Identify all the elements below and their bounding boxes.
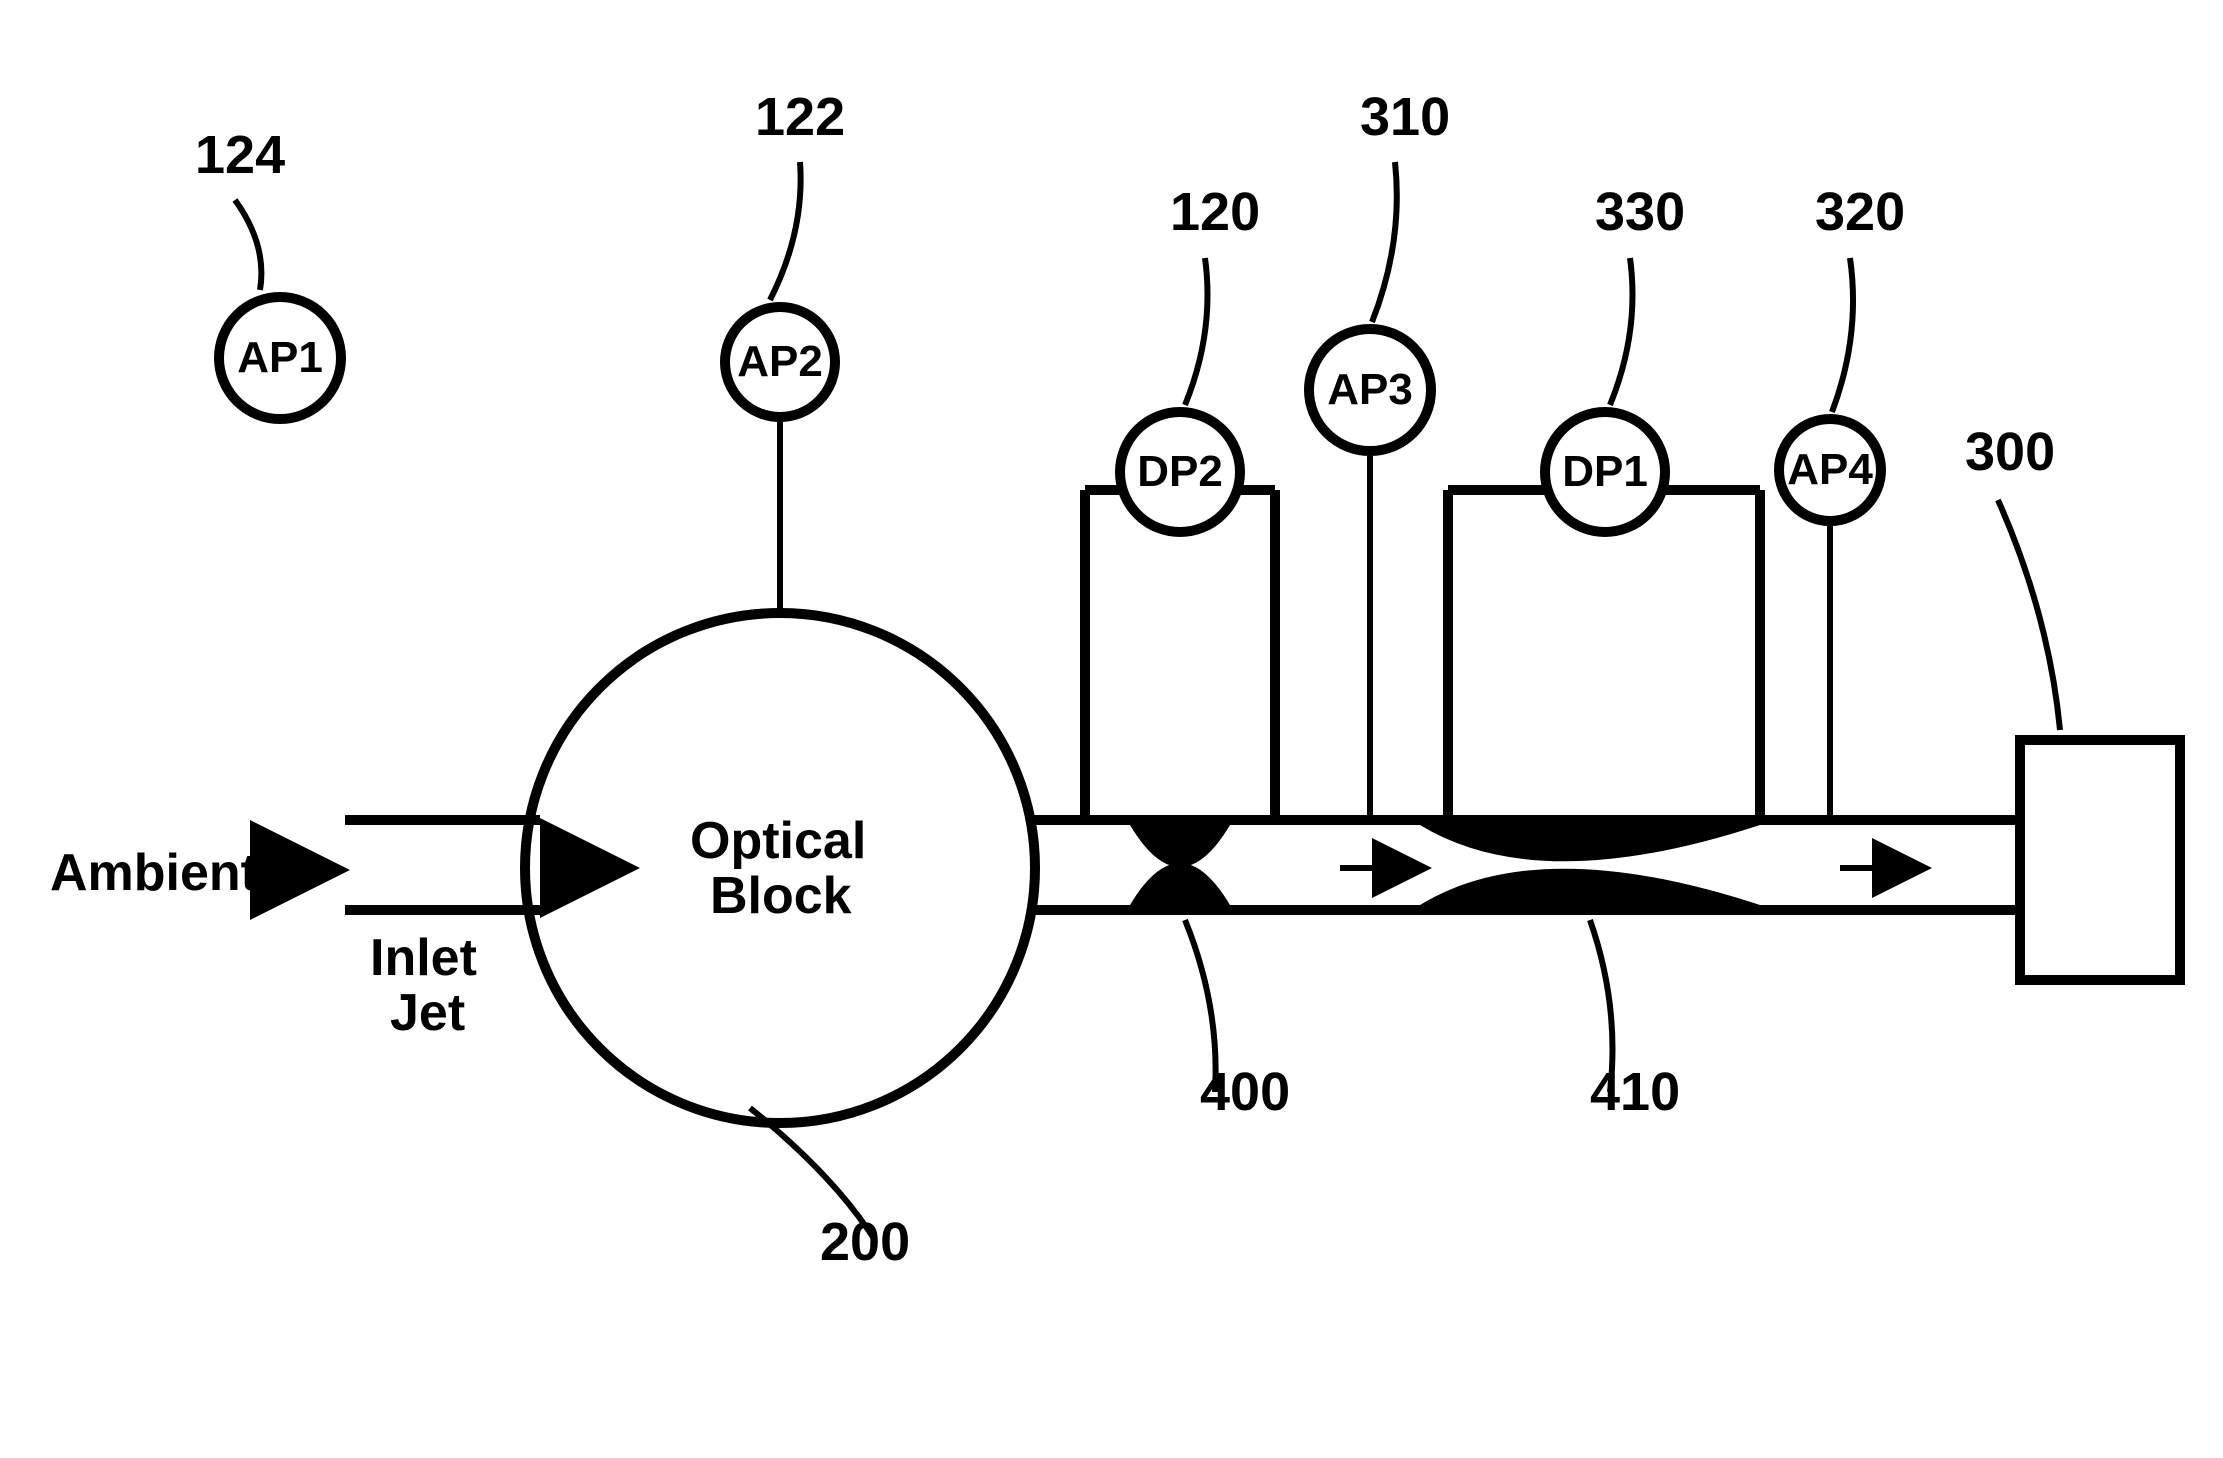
ref-122: 122 [755,86,845,148]
label-inlet-top: Inlet [370,928,477,988]
gauge-ap3: AP3 [1304,324,1436,456]
ref-400: 400 [1200,1061,1290,1123]
gauge-dp1: DP1 [1540,407,1670,537]
gauge-ap4: AP4 [1774,414,1886,526]
ref-330: 330 [1595,181,1685,243]
gauge-dp2: DP2 [1115,407,1245,537]
ref-310: 310 [1360,86,1450,148]
gauge-dp2-text: DP2 [1137,447,1223,497]
ref-124: 124 [195,124,285,186]
gauge-ap1-text: AP1 [237,333,323,383]
ref-200: 200 [820,1211,910,1273]
ref-410: 410 [1590,1061,1680,1123]
diagram-canvas: AP1 AP2 DP2 AP3 DP1 AP4 124 122 120 310 … [0,0,2223,1458]
label-inlet-bot: Jet [390,983,465,1043]
gauge-ap2-text: AP2 [737,337,823,387]
ref-320: 320 [1815,181,1905,243]
label-optical-bot: Block [710,866,852,926]
label-optical-top: Optical [690,811,866,871]
gauge-ap3-text: AP3 [1327,365,1413,415]
gauge-ap4-text: AP4 [1787,445,1873,495]
gauge-ap1: AP1 [214,292,346,424]
label-ambient: Ambient [50,843,258,903]
gauge-dp1-text: DP1 [1562,447,1648,497]
ref-300: 300 [1965,421,2055,483]
gauge-ap2: AP2 [720,302,840,422]
ref-120: 120 [1170,181,1260,243]
